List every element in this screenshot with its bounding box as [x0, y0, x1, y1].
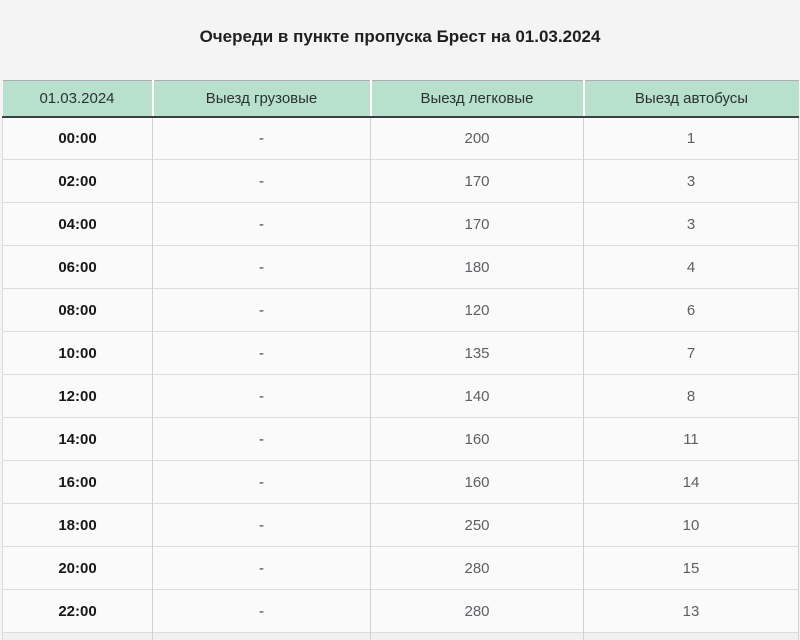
time-cell: 20:00 — [2, 546, 153, 590]
queue-table: 01.03.2024 Выезд грузовые Выезд легковые… — [2, 80, 799, 640]
time-cell: 12:00 — [2, 374, 153, 418]
buses-value-cell: 10 — [583, 503, 799, 547]
table-row: 06:00-180 4 — [2, 245, 799, 289]
trucks-value-cell: - — [152, 503, 371, 547]
cars-value-cell: 280 — [370, 589, 584, 633]
trucks-value-cell: - — [152, 202, 371, 246]
trucks-value-cell: - — [152, 116, 371, 160]
cars-value-cell: 180 — [370, 245, 584, 289]
time-cell: 16:00 — [2, 460, 153, 504]
table-body: 00:00-200 1 02:00-170 3 04:00-170 3 06:00-180 4… — [2, 116, 799, 640]
trucks-value-cell: - — [152, 245, 371, 289]
time-cell: 14:00 — [2, 417, 153, 461]
time-cell: 06:00 — [2, 245, 153, 289]
trucks-value-cell: - — [152, 417, 371, 461]
table-row: 20:00-280 15 — [2, 546, 799, 590]
buses-value-cell: 3 — [583, 202, 799, 246]
buses-value-cell: 4 — [583, 245, 799, 289]
table-row: 14:00-160 11 — [2, 417, 799, 461]
cars-value-cell: 280 — [370, 546, 584, 590]
table-row: 04:00-170 3 — [2, 202, 799, 246]
table-row-partial — [2, 632, 799, 640]
time-cell: 18:00 — [2, 503, 153, 547]
trucks-value-cell: - — [152, 460, 371, 504]
buses-value-cell — [583, 632, 799, 640]
buses-value-cell: 8 — [583, 374, 799, 418]
time-cell: 22:00 — [2, 589, 153, 633]
buses-value-cell: 11 — [583, 417, 799, 461]
cars-value-cell: 170 — [370, 159, 584, 203]
trucks-value-cell: - — [152, 589, 371, 633]
buses-value-cell: 3 — [583, 159, 799, 203]
buses-value-cell: 13 — [583, 589, 799, 633]
cars-value-cell: 160 — [370, 417, 584, 461]
trucks-value-cell: - — [152, 159, 371, 203]
cars-value-cell: 160 — [370, 460, 584, 504]
table-header-row: 01.03.2024 Выезд грузовые Выезд легковые… — [2, 80, 799, 118]
buses-value-cell: 14 — [583, 460, 799, 504]
table-row: 08:00-120 6 — [2, 288, 799, 332]
cars-value-cell: 135 — [370, 331, 584, 375]
buses-value-cell: 1 — [583, 116, 799, 160]
table-row: 12:00-140 8 — [2, 374, 799, 418]
header-cell-trucks: Выезд грузовые — [151, 80, 371, 118]
time-cell: 02:00 — [2, 159, 153, 203]
trucks-value-cell: - — [152, 374, 371, 418]
page-title: Очереди в пункте пропуска Брест на 01.03… — [199, 27, 601, 46]
table-row: 22:00-280 13 — [2, 589, 799, 633]
table-row: 18:00-250 10 — [2, 503, 799, 547]
table-row: 16:00-160 14 — [2, 460, 799, 504]
cars-value-cell: 250 — [370, 503, 584, 547]
time-cell: 10:00 — [2, 331, 153, 375]
cars-value-cell: 140 — [370, 374, 584, 418]
cars-value-cell: 200 — [370, 116, 584, 160]
time-cell: 08:00 — [2, 288, 153, 332]
cars-value-cell: 120 — [370, 288, 584, 332]
buses-value-cell: 7 — [583, 331, 799, 375]
trucks-value-cell: - — [152, 288, 371, 332]
header-cell-buses: Выезд автобусы — [582, 80, 799, 118]
time-cell: 00:00 — [2, 116, 153, 160]
header-cell-date: 01.03.2024 — [2, 80, 153, 118]
cars-value-cell — [370, 632, 584, 640]
table-row: 02:00-170 3 — [2, 159, 799, 203]
table-row: 00:00-200 1 — [2, 116, 799, 160]
header-cell-cars: Выезд легковые — [369, 80, 584, 118]
trucks-value-cell: - — [152, 546, 371, 590]
cars-value-cell: 170 — [370, 202, 584, 246]
trucks-value-cell: - — [152, 331, 371, 375]
table-row: 10:00-135 7 — [2, 331, 799, 375]
trucks-value-cell — [152, 632, 371, 640]
time-cell: 04:00 — [2, 202, 153, 246]
buses-value-cell: 15 — [583, 546, 799, 590]
time-cell — [2, 632, 153, 640]
buses-value-cell: 6 — [583, 288, 799, 332]
